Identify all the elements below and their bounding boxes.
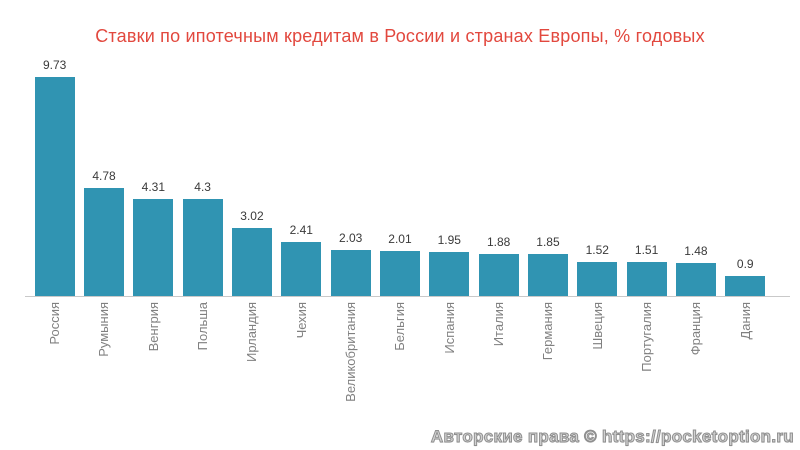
x-axis-label: Швеция (589, 302, 605, 350)
bar-group: 9.73 (30, 58, 79, 296)
x-axis-label-cell: Польша (178, 302, 227, 350)
bar-group: 1.52 (573, 243, 622, 296)
bar-value-label: 3.02 (240, 209, 264, 223)
bar-series: 9.73 4.78 4.31 4.3 3.02 2.41 2.03 2.01 1.95 1.88 1… (30, 0, 770, 296)
bar (478, 253, 519, 296)
bar-value-label: 1.48 (684, 243, 708, 258)
bar (429, 252, 470, 296)
chart-title: Ставки по ипотечным кредитам в России и … (95, 26, 705, 46)
bar-group: 1.88 (474, 235, 523, 296)
x-axis-label-cell: Дания (721, 302, 770, 340)
x-axis-line (25, 296, 790, 297)
bar (725, 275, 766, 296)
bar-group: 4.3 (178, 180, 227, 296)
bar-value-label: 2.41 (289, 222, 313, 237)
bar-value-label: 1.88 (486, 234, 511, 249)
x-axis-label: Польша (195, 302, 211, 351)
watermark-copyright: Авторские права © https://pocketoption.r… (430, 427, 794, 447)
x-axis-label: Италия (491, 302, 507, 347)
bar-group: 2.03 (326, 231, 375, 296)
bar-value-label: 2.01 (388, 231, 412, 246)
bar (527, 254, 568, 296)
bar-value-label: 4.31 (141, 180, 165, 194)
x-axis-label: Бельгия (392, 302, 408, 351)
bar-value-label: 9.73 (42, 58, 67, 73)
x-axis-label-cell: Ирландия (227, 302, 276, 362)
bar-value-label: 4.3 (194, 180, 211, 195)
bar (281, 241, 322, 296)
x-axis-label: Германия (540, 302, 556, 361)
x-axis-label-cell: Венгрия (129, 302, 178, 351)
x-axis-label-cell: Швеция (573, 302, 622, 350)
x-axis-label-cell: Италия (474, 302, 523, 346)
bar-group: 2.41 (277, 223, 326, 296)
bar (133, 199, 174, 296)
bar (577, 261, 618, 296)
x-axis-label: Румыния (96, 302, 112, 357)
x-axis-label: Чехия (293, 302, 309, 339)
bar-group: 1.51 (622, 243, 671, 296)
bar-value-label: 1.51 (634, 243, 659, 257)
x-axis-label-cell: Германия (523, 302, 572, 360)
bar-group: 3.02 (227, 209, 276, 296)
bar (626, 262, 667, 296)
x-axis-label-cell: Франция (671, 302, 720, 355)
x-axis-label: Ирландия (244, 302, 260, 363)
bar-value-label: 0.9 (736, 256, 754, 271)
bar-value-label: 1.52 (585, 242, 609, 257)
x-axis-label-cell: Бельгия (375, 302, 424, 351)
bar (182, 199, 223, 296)
bar-value-label: 2.03 (338, 231, 363, 246)
bar-group: 0.9 (721, 257, 770, 296)
x-axis-label: Дания (737, 302, 753, 340)
bar-group: 1.85 (523, 235, 572, 296)
x-axis-label-cell: Португалия (622, 302, 671, 372)
x-axis-label: Венгрия (145, 302, 161, 352)
bar (330, 250, 371, 296)
x-axis-label-cell: Великобритания (326, 302, 375, 402)
x-axis-label-cell: Россия (30, 302, 79, 345)
x-axis-label: Франция (688, 302, 704, 356)
x-axis-label: Испания (441, 302, 457, 354)
bar-group: 2.01 (375, 232, 424, 296)
bar-group: 4.78 (79, 169, 128, 296)
bar-group: 1.48 (671, 244, 720, 296)
bar-group: 1.95 (425, 233, 474, 296)
x-axis-label-cell: Румыния (79, 302, 128, 357)
x-axis-label: Россия (47, 302, 63, 345)
bar-value-label: 1.95 (437, 233, 461, 248)
x-axis-label-cell: Испания (425, 302, 474, 354)
x-axis-label: Португалия (639, 302, 655, 372)
x-axis-label: Великобритания (343, 302, 359, 402)
bar-group: 4.31 (129, 180, 178, 296)
bar (34, 77, 75, 296)
bar (379, 250, 420, 296)
bar-value-label: 1.85 (536, 235, 560, 250)
bar (675, 262, 716, 296)
bar-value-label: 4.78 (92, 169, 116, 184)
bar (83, 188, 124, 296)
x-axis-labels: Россия Румыния Венгрия Польша Ирландия Чехия В… (30, 302, 770, 402)
x-axis-label-cell: Чехия (277, 302, 326, 338)
bar (231, 228, 272, 296)
